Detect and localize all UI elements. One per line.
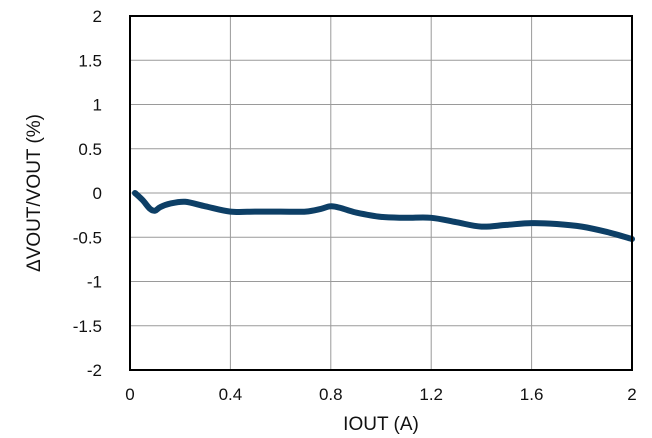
y-tick-label: -2 [87,361,102,380]
x-tick-label: 1.2 [419,385,443,404]
y-tick-label: -0.5 [73,228,102,247]
x-tick-label: 0 [125,385,134,404]
y-tick-label: 2 [93,7,102,26]
x-tick-label: 0.8 [319,385,343,404]
y-tick-label: 1 [93,96,102,115]
y-tick-label: -1.5 [73,317,102,336]
x-axis-label: IOUT (A) [343,414,419,435]
grid-lines [130,16,632,370]
series-line [132,190,635,242]
x-tick-label: 1.6 [520,385,544,404]
y-tick-label: 0.5 [78,140,102,159]
y-tick-label: 1.5 [78,51,102,70]
x-tick-label: 0.4 [219,385,243,404]
x-axis-ticks: 0 0.4 0.8 1.2 1.6 2 [125,385,636,404]
x-tick-label: 2 [627,385,636,404]
plot-frame [129,15,633,371]
y-tick-label: 0 [93,184,102,203]
y-axis-label: ΔVOUT/VOUT (%) [24,114,45,272]
y-axis-ticks: 2 1.5 1 0.5 0 -0.5 -1 -1.5 -2 [73,7,102,380]
y-tick-label: -1 [87,273,102,292]
